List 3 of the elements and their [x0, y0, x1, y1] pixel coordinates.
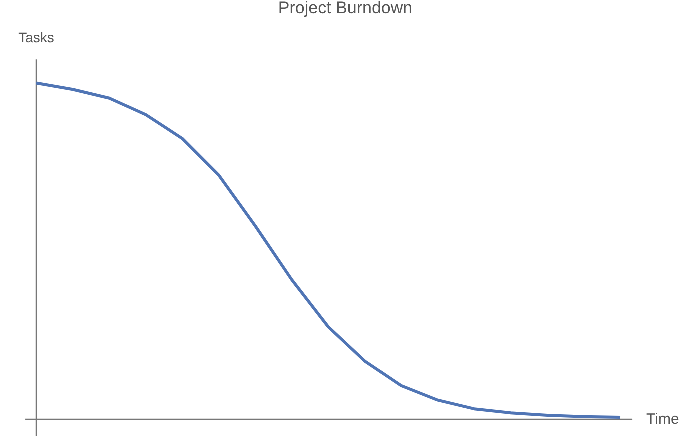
y-axis-title: Tasks	[18, 30, 54, 46]
chart-title: Project Burndown	[278, 0, 413, 18]
x-axis-title: Time	[646, 411, 680, 428]
